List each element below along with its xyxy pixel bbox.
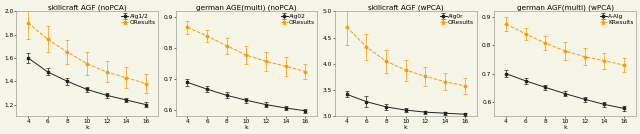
Legend: A-Alg, KResults: A-Alg, KResults (599, 12, 635, 26)
X-axis label: k: k (404, 125, 408, 130)
Title: skillcraft AGF (noPCA): skillcraft AGF (noPCA) (48, 4, 127, 11)
X-axis label: k: k (563, 125, 567, 130)
Legend: Alg1/2, OResults: Alg1/2, OResults (120, 12, 157, 26)
X-axis label: k: k (85, 125, 89, 130)
Title: german AGE(multi) (noPCA): german AGE(multi) (noPCA) (196, 4, 297, 11)
Legend: Alg02, OResults: Alg02, OResults (280, 12, 316, 26)
Title: skillcraft AGF (wPCA): skillcraft AGF (wPCA) (368, 4, 444, 11)
Title: german AGF(multi) (wPCA): german AGF(multi) (wPCA) (516, 4, 614, 11)
Legend: Alg0r, OResults: Alg0r, OResults (439, 12, 476, 26)
X-axis label: k: k (244, 125, 248, 130)
